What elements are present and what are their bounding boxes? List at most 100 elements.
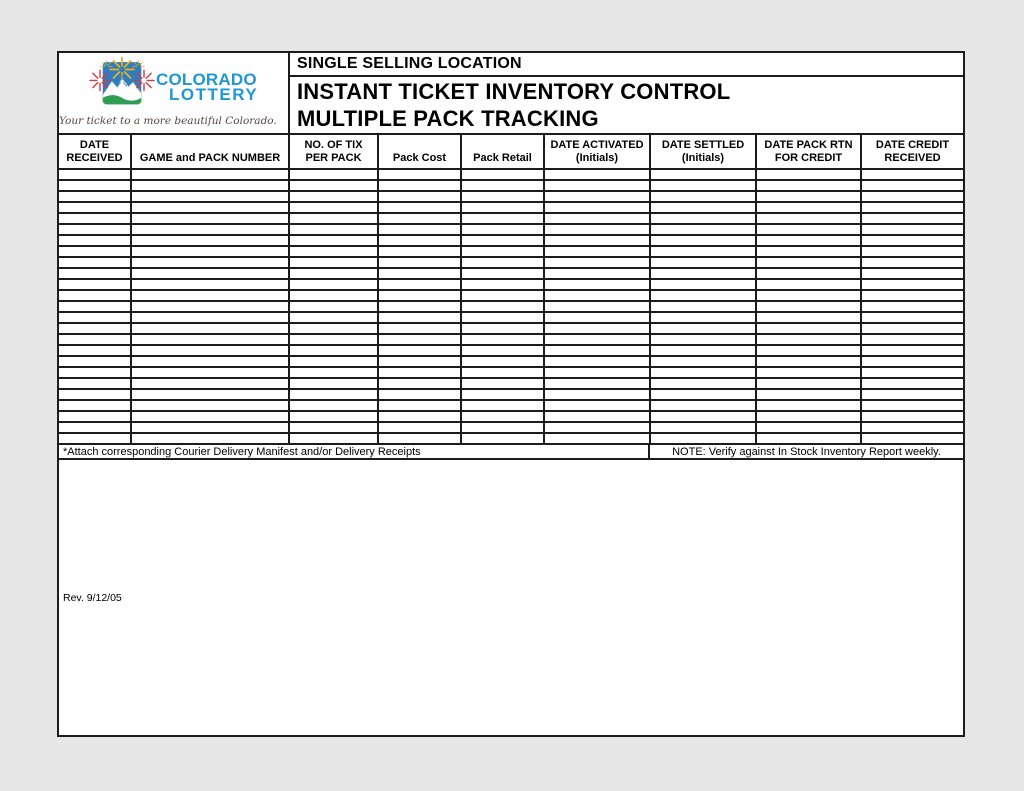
- table-cell: [462, 269, 545, 280]
- table-cell: [462, 423, 545, 434]
- table-cell: [132, 258, 290, 269]
- table-cell: [462, 335, 545, 346]
- table-cell: [462, 192, 545, 203]
- form-sheet: COLORADO LOTTERY Your ticket to a more b…: [57, 51, 965, 737]
- table-cell: [462, 236, 545, 247]
- table-cell: [545, 434, 651, 445]
- table-cell: [545, 203, 651, 214]
- table-cell: [545, 346, 651, 357]
- table-cell: [290, 313, 379, 324]
- table-cell: [462, 247, 545, 258]
- table-cell: [757, 379, 862, 390]
- table-cell: [379, 181, 462, 192]
- logo-wordmark-line1: COLORADO: [156, 70, 257, 89]
- table-cell: [59, 203, 132, 214]
- location-label-cell: SINGLE SELLING LOCATION: [290, 53, 963, 77]
- table-cell: [132, 346, 290, 357]
- table-cell: [132, 236, 290, 247]
- table-cell: [59, 170, 132, 181]
- table-cell: [651, 181, 757, 192]
- table-cell: [862, 401, 963, 412]
- fireworks-mountain-icon: [89, 57, 155, 105]
- table-cell: [290, 269, 379, 280]
- table-cell: [862, 412, 963, 423]
- table-cell: [290, 214, 379, 225]
- table-cell: [757, 203, 862, 214]
- table-cell: [132, 401, 290, 412]
- table-cell: [545, 357, 651, 368]
- table-cell: [862, 269, 963, 280]
- table-cell: [862, 203, 963, 214]
- table-cell: [462, 225, 545, 236]
- table-cell: [757, 357, 862, 368]
- table-cell: [132, 324, 290, 335]
- table-cell: [132, 434, 290, 445]
- table-cell: [651, 335, 757, 346]
- table-cell: [757, 346, 862, 357]
- table-cell: [379, 192, 462, 203]
- table-cell: [132, 214, 290, 225]
- table-cell: [379, 434, 462, 445]
- table-cell: [462, 434, 545, 445]
- table-cell: [379, 313, 462, 324]
- table-cell: [651, 170, 757, 181]
- table-cell: [651, 302, 757, 313]
- table-cell: [132, 357, 290, 368]
- table-cell: [132, 335, 290, 346]
- table-cell: [462, 379, 545, 390]
- table-cell: [651, 258, 757, 269]
- table-cell: [757, 324, 862, 335]
- table-cell: [379, 280, 462, 291]
- table-cell: [862, 335, 963, 346]
- column-header-tix-per-pack: NO. OF TIX PER PACK: [290, 135, 379, 168]
- table-cell: [862, 247, 963, 258]
- table-cell: [757, 368, 862, 379]
- table-cell: [757, 247, 862, 258]
- column-header-game-pack-number: GAME and PACK NUMBER: [132, 135, 290, 168]
- table-cell: [545, 214, 651, 225]
- logo-cell: COLORADO LOTTERY Your ticket to a more b…: [59, 53, 290, 133]
- table-cell: [59, 335, 132, 346]
- table-cell: [462, 412, 545, 423]
- form-title-line1: INSTANT TICKET INVENTORY CONTROL: [297, 79, 731, 104]
- table-cell: [59, 423, 132, 434]
- table-cell: [290, 423, 379, 434]
- table-cell: [862, 225, 963, 236]
- table-cell: [757, 258, 862, 269]
- table-cell: [545, 423, 651, 434]
- table-cell: [379, 390, 462, 401]
- table-cell: [462, 214, 545, 225]
- table-cell: [379, 269, 462, 280]
- table-cell: [651, 357, 757, 368]
- table-cell: [290, 379, 379, 390]
- column-header-date-pack-rtn: DATE PACK RTN FOR CREDIT: [757, 135, 862, 168]
- table-cell: [545, 335, 651, 346]
- table-cell: [132, 225, 290, 236]
- table-cell: [132, 423, 290, 434]
- table-cell: [651, 225, 757, 236]
- table-cell: [59, 390, 132, 401]
- table-cell: [757, 236, 862, 247]
- table-cell: [462, 170, 545, 181]
- table-cell: [379, 324, 462, 335]
- footer-notes-row: *Attach corresponding Courier Delivery M…: [59, 445, 963, 460]
- table-cell: [132, 291, 290, 302]
- table-cell: [59, 401, 132, 412]
- table-cell: [757, 192, 862, 203]
- table-cell: [379, 401, 462, 412]
- table-cell: [862, 434, 963, 445]
- table-cell: [545, 390, 651, 401]
- table-cell: [59, 346, 132, 357]
- table-cell: [651, 324, 757, 335]
- table-cell: [862, 214, 963, 225]
- table-cell: [862, 324, 963, 335]
- table-cell: [132, 302, 290, 313]
- column-header-date-credit: DATE CREDIT RECEIVED: [875, 139, 950, 164]
- table-cell: [862, 357, 963, 368]
- table-cell: [545, 181, 651, 192]
- table-cell: [379, 412, 462, 423]
- table-cell: [651, 423, 757, 434]
- table-cell: [379, 291, 462, 302]
- table-cell: [59, 214, 132, 225]
- table-cell: [132, 269, 290, 280]
